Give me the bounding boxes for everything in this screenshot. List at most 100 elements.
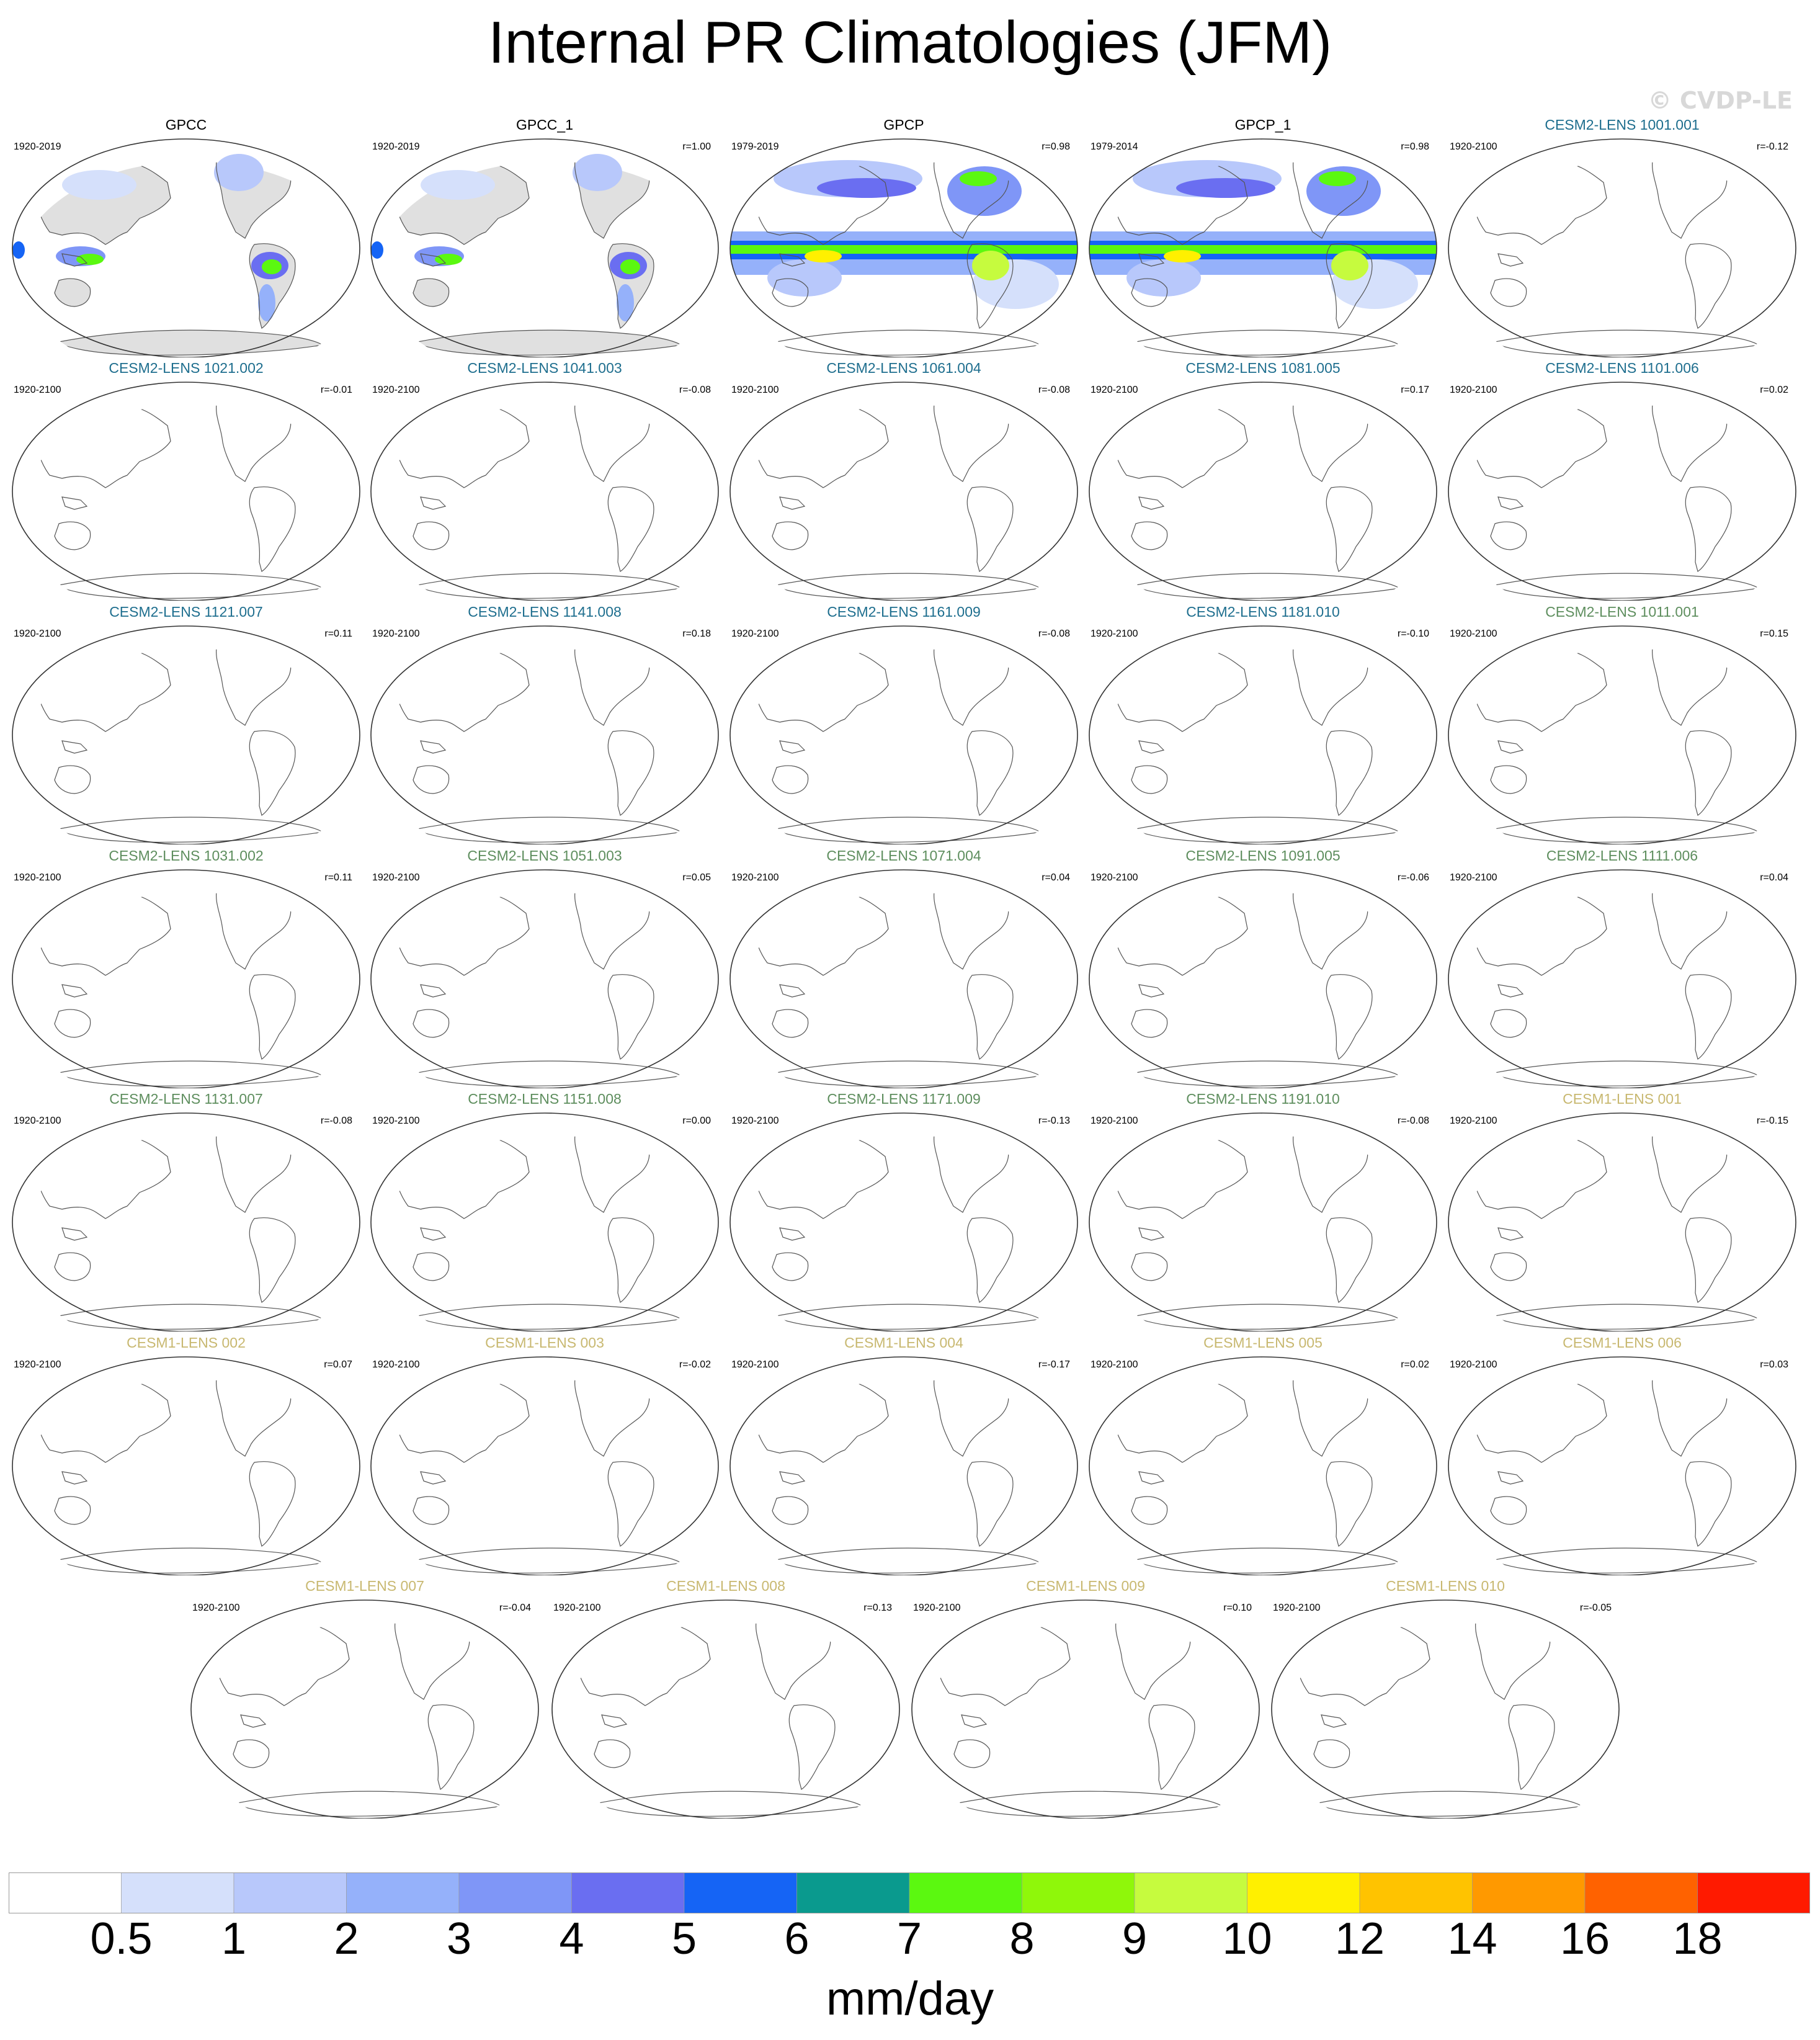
panel-period: 1920-2019 — [372, 141, 420, 152]
panel-period: 1920-2100 — [372, 872, 420, 883]
map-panel: CESM1-LENS 004 1920-2100 r=-0.17 — [724, 1335, 1084, 1575]
panel-title: CESM1-LENS 008 — [666, 1578, 785, 1594]
panel-period: 1979-2019 — [731, 141, 779, 152]
colorbar-tick-label: 8 — [1009, 1914, 1035, 1964]
panel-period: 1920-2100 — [1450, 1359, 1497, 1370]
globe-map — [370, 625, 719, 844]
globe-map — [1271, 1599, 1620, 1819]
colorbar-swatch — [1134, 1872, 1247, 1913]
map-panel: CESM2-LENS 1121.007 1920-2100 r=0.11 — [6, 604, 366, 844]
panel-period: 1920-2100 — [913, 1603, 961, 1613]
colorbar-tick-label: 12 — [1334, 1914, 1385, 1964]
panel-title: CESM2-LENS 1081.005 — [1185, 360, 1340, 376]
panel-period: 1920-2100 — [1091, 1116, 1138, 1126]
globe-map — [1089, 869, 1437, 1088]
panel-period: 1920-2100 — [372, 1359, 420, 1370]
map-panel: CESM1-LENS 003 1920-2100 r=-0.02 — [365, 1335, 725, 1575]
map-panel: CESM1-LENS 010 1920-2100 r=-0.05 — [1265, 1578, 1625, 1819]
panel-title: CESM2-LENS 1031.002 — [109, 848, 264, 864]
colorbar-swatch — [909, 1872, 1022, 1913]
panel-correlation: r=-0.08 — [1038, 629, 1070, 639]
colorbar-tick-label: 16 — [1559, 1914, 1610, 1964]
panel-correlation: r=-0.13 — [1038, 1116, 1070, 1126]
globe-map — [729, 138, 1078, 357]
map-panel: CESM2-LENS 1101.006 1920-2100 r=0.02 — [1442, 360, 1802, 601]
panel-correlation: r=0.15 — [1760, 629, 1788, 639]
panel-title: CESM1-LENS 002 — [127, 1335, 246, 1351]
globe-map — [551, 1599, 900, 1819]
globe-map — [729, 1356, 1078, 1575]
panel-title: GPCC_1 — [515, 117, 574, 133]
panel-period: 1920-2100 — [1450, 1116, 1497, 1126]
globe-map — [12, 138, 360, 357]
panel-correlation: r=-0.12 — [1756, 141, 1788, 152]
map-panel: GPCC 1920-2019 — [6, 117, 366, 357]
panel-period: 1920-2100 — [1273, 1603, 1321, 1613]
map-panel: CESM2-LENS 1061.004 1920-2100 r=-0.08 — [724, 360, 1084, 601]
page-title: Internal PR Climatologies (JFM) — [488, 9, 1332, 76]
panel-title: CESM1-LENS 006 — [1563, 1335, 1682, 1351]
colorbar-swatch — [1247, 1872, 1360, 1913]
panel-title: CESM2-LENS 1011.001 — [1545, 604, 1699, 620]
panel-correlation: r=0.10 — [1223, 1603, 1252, 1613]
map-panel: GPCC_1 1920-2019 r=1.00 — [365, 117, 725, 357]
panel-period: 1920-2100 — [553, 1603, 601, 1613]
panel-period: 1920-2100 — [1450, 141, 1497, 152]
panel-correlation: r=0.03 — [1760, 1359, 1788, 1370]
panel-correlation: r=-0.06 — [1397, 872, 1429, 883]
globe-map — [370, 869, 719, 1088]
panel-correlation: r=0.11 — [324, 872, 352, 883]
map-panel: CESM2-LENS 1161.009 1920-2100 r=-0.08 — [724, 604, 1084, 844]
panel-title: CESM2-LENS 1131.007 — [109, 1091, 263, 1107]
panel-period: 1920-2100 — [14, 872, 61, 883]
globe-map — [12, 382, 360, 601]
panel-correlation: r=0.18 — [682, 629, 711, 639]
panel-period: 1920-2100 — [1091, 1359, 1138, 1370]
globe-map — [1089, 1112, 1437, 1331]
map-panel: CESM2-LENS 1151.008 1920-2100 r=0.00 — [365, 1091, 725, 1331]
globe-map — [370, 138, 719, 357]
panel-period: 1920-2100 — [192, 1603, 240, 1613]
watermark: © CVDP-LE — [1648, 87, 1793, 114]
panel-correlation: r=-0.15 — [1756, 1116, 1788, 1126]
panel-title: CESM2-LENS 1041.003 — [467, 360, 622, 376]
panel-correlation: r=-0.04 — [499, 1603, 531, 1613]
panel-period: 1920-2100 — [14, 629, 61, 639]
panel-title: CESM1-LENS 004 — [844, 1335, 963, 1351]
map-panel: GPCP_1 1979-2014 r=0.98 — [1083, 117, 1443, 357]
panel-title: CESM2-LENS 1091.005 — [1185, 848, 1340, 864]
globe-map — [1089, 625, 1437, 844]
map-panel: CESM2-LENS 1131.007 1920-2100 r=-0.08 — [6, 1091, 366, 1331]
map-panel: CESM1-LENS 007 1920-2100 r=-0.04 — [185, 1578, 545, 1819]
panel-period: 1920-2019 — [14, 141, 61, 152]
colorbar-tick-label: 1 — [221, 1914, 247, 1964]
map-panel: CESM2-LENS 1091.005 1920-2100 r=-0.06 — [1083, 848, 1443, 1088]
globe-map — [1448, 138, 1796, 357]
panel-title: CESM2-LENS 1161.009 — [827, 604, 981, 620]
map-panel: CESM2-LENS 1001.001 1920-2100 r=-0.12 — [1442, 117, 1802, 357]
colorbar-swatch — [1022, 1872, 1135, 1913]
panel-correlation: r=0.13 — [863, 1603, 892, 1613]
panel-period: 1920-2100 — [731, 1116, 779, 1126]
globe-map — [370, 1112, 719, 1331]
panel-period: 1920-2100 — [1091, 385, 1138, 395]
panel-period: 1920-2100 — [14, 1116, 61, 1126]
colorbar-tick-label: 9 — [1122, 1914, 1148, 1964]
panel-correlation: r=0.04 — [1760, 872, 1788, 883]
panel-correlation: r=-0.08 — [1397, 1116, 1429, 1126]
panel-correlation: r=0.02 — [1401, 1359, 1429, 1370]
map-panel: CESM1-LENS 001 1920-2100 r=-0.15 — [1442, 1091, 1802, 1331]
colorbar-tick-label: 14 — [1447, 1914, 1497, 1964]
panel-title: CESM2-LENS 1061.004 — [826, 360, 981, 376]
panel-title: CESM1-LENS 010 — [1386, 1578, 1505, 1594]
globe-map — [729, 869, 1078, 1088]
colorbar-swatch — [1472, 1872, 1586, 1913]
panel-period: 1920-2100 — [14, 1359, 61, 1370]
globe-map — [190, 1599, 539, 1819]
globe-map — [12, 869, 360, 1088]
globe-map — [729, 382, 1078, 601]
panel-title: CESM1-LENS 003 — [485, 1335, 604, 1351]
map-panel: CESM1-LENS 008 1920-2100 r=0.13 — [546, 1578, 906, 1819]
globe-map — [1448, 869, 1796, 1088]
panel-correlation: r=-0.05 — [1579, 1603, 1612, 1613]
